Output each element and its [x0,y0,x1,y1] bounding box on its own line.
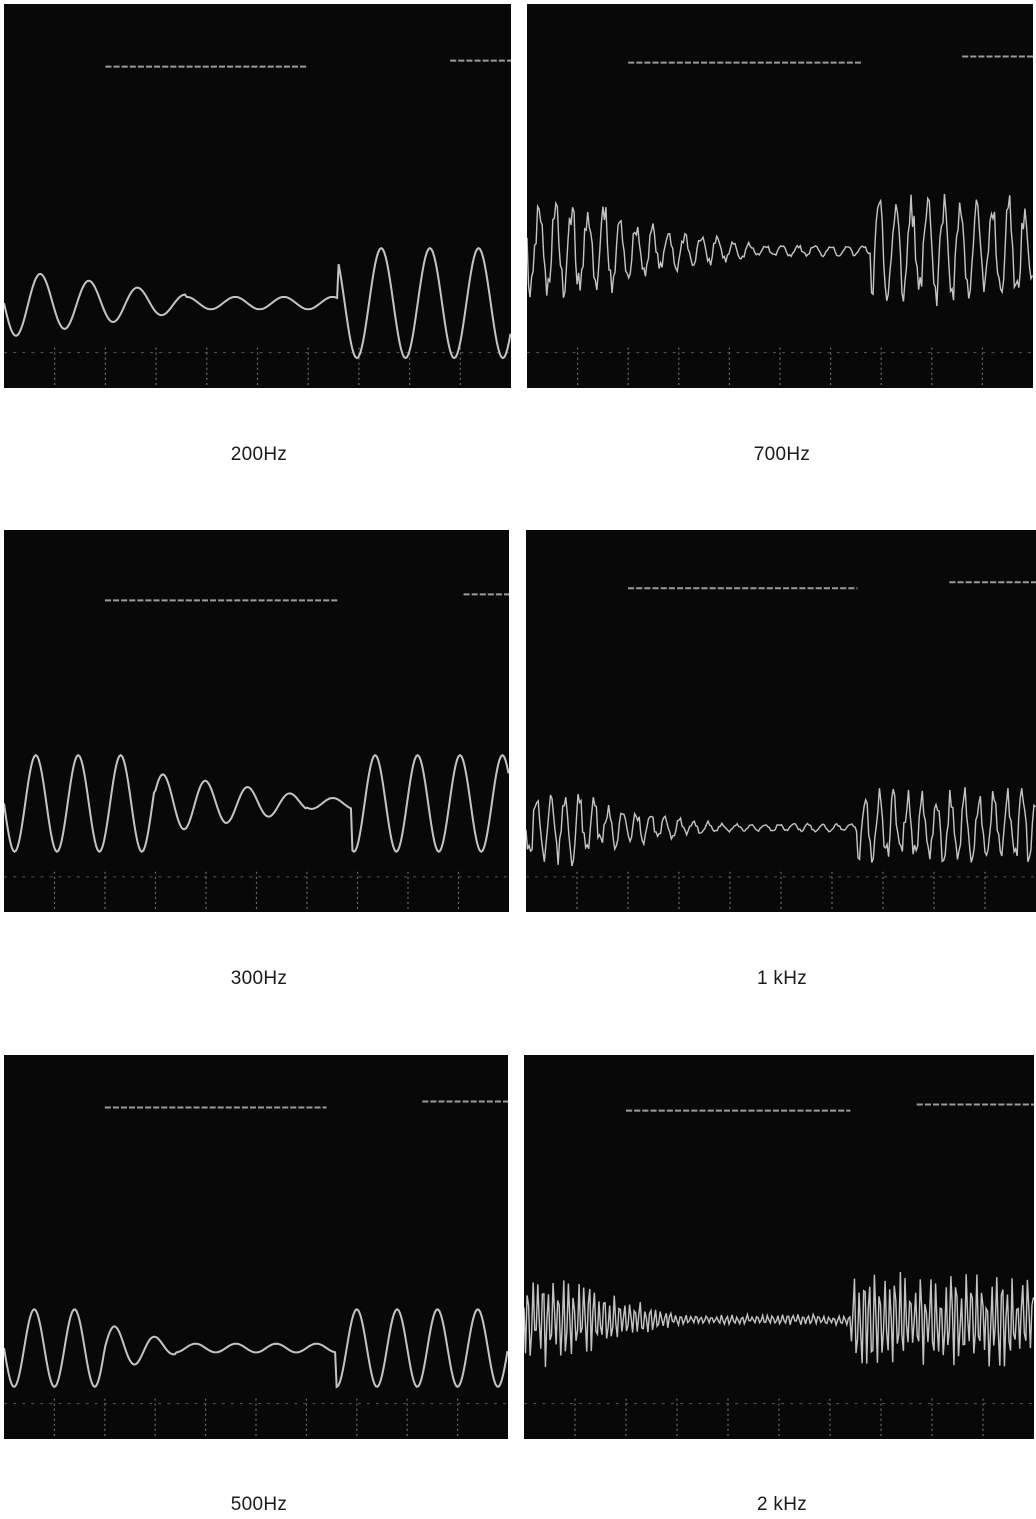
oscilloscope-photo-500hz [4,1055,508,1439]
caption-200hz: 200Hz [230,444,288,465]
oscilloscope-photo-300hz [4,530,509,912]
caption-700hz: 700Hz [753,444,811,465]
oscilloscope-photo-1khz [526,530,1036,912]
caption-1khz: 1 kHz [756,968,808,989]
oscilloscope-photo-700hz [527,4,1033,388]
oscilloscope-photo-2khz [524,1055,1034,1439]
caption-500hz: 500Hz [230,1494,288,1515]
caption-300hz: 300Hz [230,968,288,989]
caption-2khz: 2 kHz [756,1494,808,1515]
oscilloscope-photo-200hz [4,4,511,388]
